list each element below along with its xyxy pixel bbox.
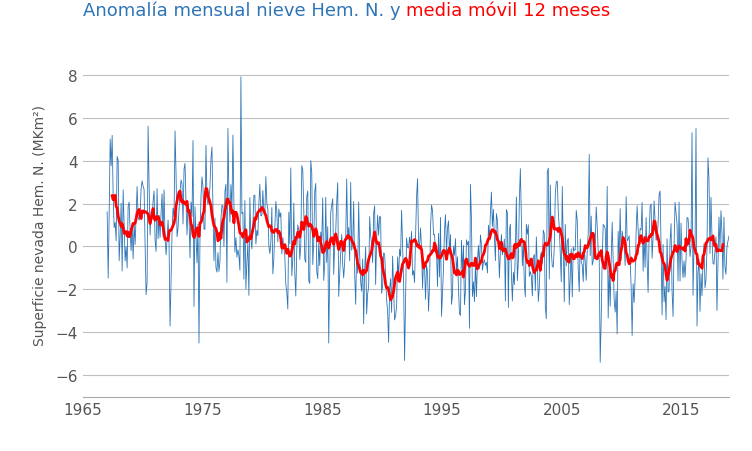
Text: media móvil 12 meses: media móvil 12 meses <box>406 2 611 20</box>
Y-axis label: Superficie nevada Hem. N. (MKm²): Superficie nevada Hem. N. (MKm²) <box>33 105 47 346</box>
Text: Anomalía mensual nieve Hem. N. y: Anomalía mensual nieve Hem. N. y <box>83 1 406 20</box>
